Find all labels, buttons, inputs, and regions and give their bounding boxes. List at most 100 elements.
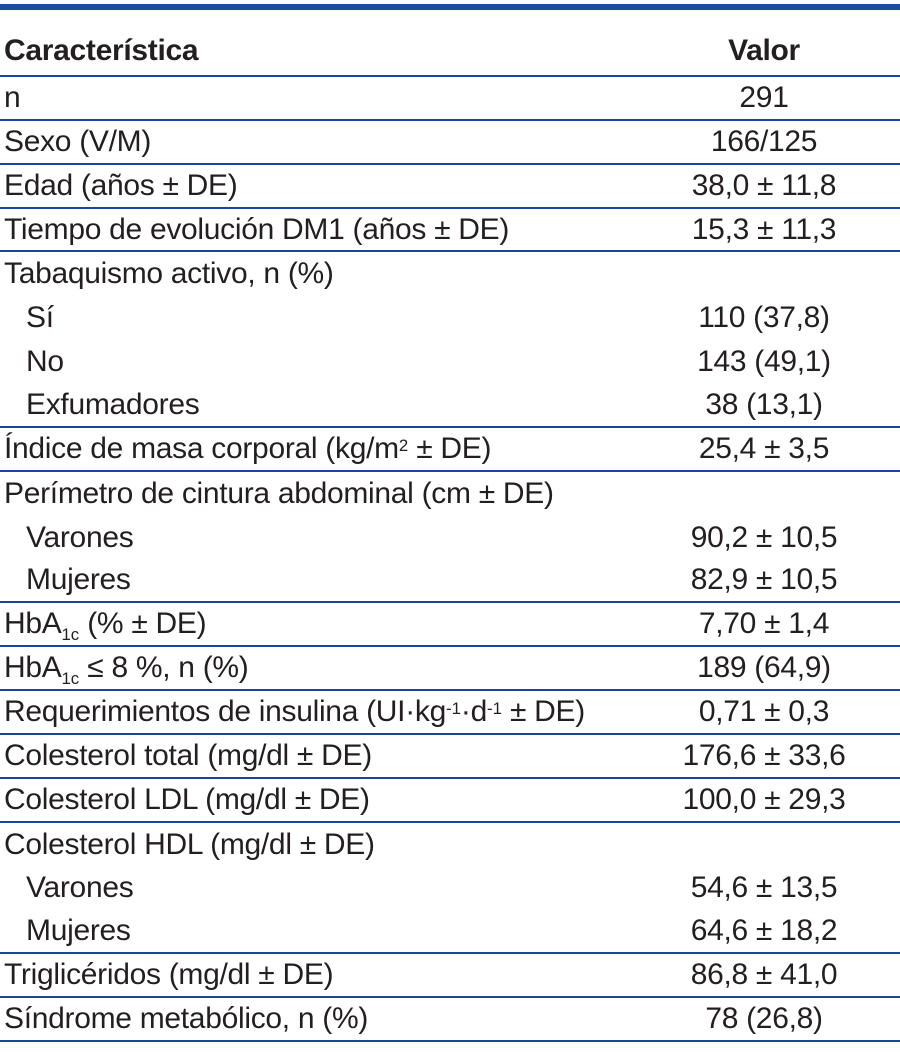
table-row: HbA1c (% ± DE) 7,70 ± 1,4 — [0, 603, 900, 648]
label-text: Perímetro de cintura abdominal (cm ± DE) — [4, 476, 554, 510]
label-text: (% ± DE) — [79, 607, 207, 641]
characteristics-table: Característica Valor n 291 Sexo (V/M) 16… — [0, 4, 900, 1053]
row-label: Sí — [0, 303, 628, 333]
row-label: Tiempo de evolución DM1 (años ± DE) — [0, 212, 628, 246]
table-row: Edad (años ± DE) 38,0 ± 11,8 — [0, 165, 900, 209]
row-label: Índice de masa corporal (kg/m2 ± DE) — [0, 431, 628, 465]
label-text: Mujeres — [26, 914, 131, 948]
row-value: 189 (64,9) — [697, 651, 831, 685]
table-row: Triglicéridos (mg/dl ± DE) 86,8 ± 41,0 — [0, 954, 900, 999]
table-row: Perímetro de cintura abdominal (cm ± DE) — [0, 472, 900, 516]
label-text: Colesterol LDL (mg/dl ± DE) — [4, 782, 370, 816]
table-body: n 291 Sexo (V/M) 166/125 Edad (años ± DE… — [0, 77, 900, 1042]
table-row: n 291 — [0, 77, 900, 121]
label-text: Edad (años ± DE) — [4, 168, 238, 202]
header-value-label: Valor — [728, 34, 800, 67]
row-label: Síndrome metabólico, n (%) — [0, 1001, 628, 1035]
label-text: Sexo (V/M) — [4, 124, 152, 158]
row-label: Colesterol total (mg/dl ± DE) — [0, 738, 628, 772]
row-label: Sexo (V/M) — [0, 124, 628, 158]
label-text: Sí — [26, 301, 54, 335]
table-row: Mujeres 82,9 ± 10,5 — [0, 559, 900, 604]
label-text: ± DE) — [501, 694, 585, 728]
row-label: Exfumadores — [0, 387, 628, 421]
row-value: 82,9 ± 10,5 — [690, 563, 838, 597]
label-text: Varones — [26, 520, 134, 554]
row-value: 7,70 ± 1,4 — [698, 607, 830, 641]
label-superscript: 2 — [398, 435, 409, 455]
row-value: 64,6 ± 18,2 — [690, 914, 838, 948]
label-text: Colesterol total (mg/dl ± DE) — [4, 738, 372, 772]
table-row: Sexo (V/M) 166/125 — [0, 121, 900, 165]
row-label: Colesterol HDL (mg/dl ± DE) — [0, 827, 628, 861]
row-value: 38,0 ± 11,8 — [691, 168, 837, 202]
row-label: Perímetro de cintura abdominal (cm ± DE) — [0, 476, 628, 510]
table-row: HbA1c ≤ 8 %, n (%) 189 (64,9) — [0, 647, 900, 692]
label-text: Varones — [26, 871, 134, 905]
table-row: Colesterol HDL (mg/dl ± DE) — [0, 823, 900, 867]
table-row: Mujeres 64,6 ± 18,2 — [0, 910, 900, 955]
label-text: Índice de masa corporal (kg/m — [4, 431, 399, 465]
label-text: Colesterol HDL (mg/dl ± DE) — [4, 827, 375, 861]
row-value: 176,6 ± 33,6 — [682, 738, 846, 772]
label-subscript: 1c — [61, 624, 80, 644]
table-row: Índice de masa corporal (kg/m2 ± DE) 25,… — [0, 428, 900, 472]
table-row: Varones 90,2 ± 10,5 — [0, 516, 900, 560]
label-text: Requerimientos de insulina (UI·kg — [4, 694, 446, 728]
label-text: Tiempo de evolución DM1 (años ± DE) — [4, 212, 510, 246]
row-label: Mujeres — [0, 565, 628, 595]
table-row: No 143 (49,1) — [0, 340, 900, 384]
table-row: Sí 110 (37,8) — [0, 296, 900, 340]
table-row: Colesterol total (mg/dl ± DE) 176,6 ± 33… — [0, 735, 900, 779]
table-row: Tiempo de evolución DM1 (años ± DE) 15,3… — [0, 209, 900, 253]
label-subscript: 1c — [61, 668, 80, 688]
label-text: Triglicéridos (mg/dl ± DE) — [4, 958, 334, 992]
table-row: Requerimientos de insulina (UI·kg-1·d-1 … — [0, 691, 900, 735]
row-label: Colesterol LDL (mg/dl ± DE) — [0, 782, 628, 816]
row-label: Varones — [0, 873, 628, 903]
label-text: Mujeres — [26, 563, 131, 597]
label-text: HbA — [4, 607, 62, 641]
row-value: 143 (49,1) — [697, 345, 831, 379]
label-text: No — [26, 345, 64, 379]
row-label: Requerimientos de insulina (UI·kg-1·d-1 … — [0, 694, 628, 728]
row-label: Triglicéridos (mg/dl ± DE) — [0, 960, 628, 990]
row-value: 166/125 — [710, 124, 818, 158]
row-value: 86,8 ± 41,0 — [690, 958, 838, 992]
row-value: 100,0 ± 29,3 — [682, 782, 846, 816]
row-value: 38 (13,1) — [705, 387, 823, 421]
label-text: ·d — [460, 694, 487, 728]
label-text: ± DE) — [408, 431, 492, 465]
table-row: Síndrome metabólico, n (%) 78 (26,8) — [0, 998, 900, 1042]
label-text: Tabaquismo activo, n (%) — [4, 257, 334, 291]
header-characteristic-label: Característica — [4, 34, 199, 67]
row-value: 0,71 ± 0,3 — [698, 694, 830, 728]
row-value: 90,2 ± 10,5 — [690, 520, 838, 554]
row-label: HbA1c (% ± DE) — [0, 607, 628, 643]
row-value: 78 (26,8) — [705, 1001, 823, 1035]
table-row: Tabaquismo activo, n (%) — [0, 252, 900, 296]
label-text: Exfumadores — [26, 387, 200, 421]
label-text: HbA — [4, 651, 62, 685]
row-value: 54,6 ± 13,5 — [690, 871, 838, 905]
row-value: 25,4 ± 3,5 — [698, 431, 830, 465]
row-value: 110 (37,8) — [698, 301, 830, 335]
label-text: ≤ 8 %, n (%) — [79, 651, 249, 685]
label-text: Síndrome metabólico, n (%) — [4, 1001, 369, 1035]
row-label: Edad (años ± DE) — [0, 168, 628, 202]
table-row: Colesterol LDL (mg/dl ± DE) 100,0 ± 29,3 — [0, 779, 900, 823]
label-superscript: -1 — [445, 698, 461, 718]
table-top-rule — [0, 4, 900, 10]
row-label: Mujeres — [0, 916, 628, 946]
row-value: 291 — [739, 80, 789, 114]
row-label: No — [0, 347, 628, 377]
label-superscript: -1 — [486, 698, 502, 718]
row-label: HbA1c ≤ 8 %, n (%) — [0, 651, 628, 687]
table-row: Exfumadores 38 (13,1) — [0, 384, 900, 428]
table-header-row: Característica Valor — [0, 10, 900, 77]
row-label: n — [0, 80, 628, 114]
row-label: Tabaquismo activo, n (%) — [0, 259, 628, 289]
table-row: Varones 54,6 ± 13,5 — [0, 866, 900, 910]
row-value: 15,3 ± 11,3 — [691, 212, 837, 246]
label-text: n — [4, 80, 21, 114]
